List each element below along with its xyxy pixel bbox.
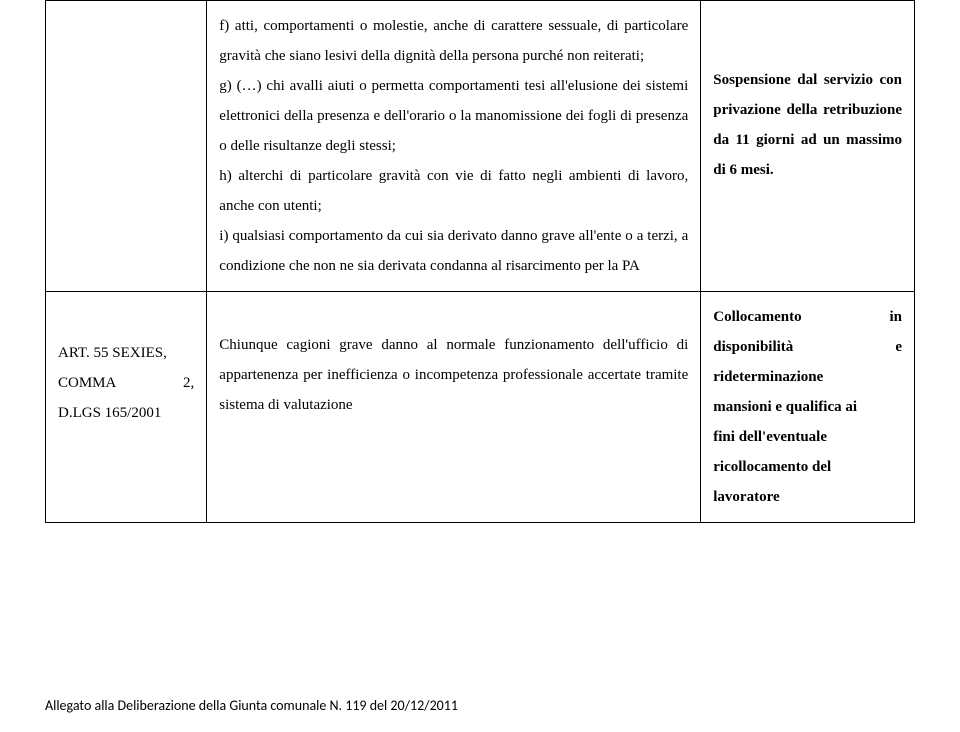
regulation-table: f) atti, comportamenti o molestie, anche… <box>45 0 915 523</box>
body-cell: f) atti, comportamenti o molestie, anche… <box>207 1 701 292</box>
ref-line: COMMA 2, <box>58 368 194 398</box>
sanction-cell: Sospensione dal servizio con privazione … <box>701 1 915 292</box>
page-footer: Allegato alla Deliberazione della Giunta… <box>45 697 458 714</box>
sanction-line: fini dell'eventuale <box>713 422 902 452</box>
sanction-line: disponibilità e <box>713 332 902 362</box>
ref-text: 2, <box>183 368 194 398</box>
sanction-word: in <box>889 302 902 332</box>
sanction-text: Sospensione dal servizio con privazione … <box>713 65 902 185</box>
ref-line: ART. 55 SEXIES, <box>58 338 194 368</box>
paragraph-f: f) atti, comportamenti o molestie, anche… <box>219 11 688 71</box>
sanction-line: lavoratore <box>713 482 902 512</box>
paragraph-g: g) (…) chi avalli aiuti o permetta compo… <box>219 71 688 161</box>
sanction-cell: Collocamento in disponibilità e rideterm… <box>701 292 915 523</box>
sanction-line: mansioni e qualifica ai <box>713 392 902 422</box>
sanction-word: e <box>895 332 902 362</box>
spacer <box>713 11 902 65</box>
reference-cell <box>46 1 207 292</box>
page-content: f) atti, comportamenti o molestie, anche… <box>0 0 960 523</box>
table-row: ART. 55 SEXIES, COMMA 2, D.LGS 165/2001 … <box>46 292 915 523</box>
spacer <box>58 302 194 338</box>
sanction-word: Collocamento <box>713 302 801 332</box>
ref-text: COMMA <box>58 368 116 398</box>
spacer <box>219 302 688 330</box>
paragraph-i: i) qualsiasi comportamento da cui sia de… <box>219 221 688 281</box>
body-cell: Chiunque cagioni grave danno al normale … <box>207 292 701 523</box>
paragraph-h: h) alterchi di particolare gravità con v… <box>219 161 688 221</box>
sanction-line: rideterminazione <box>713 362 902 392</box>
reference-cell: ART. 55 SEXIES, COMMA 2, D.LGS 165/2001 <box>46 292 207 523</box>
sanction-line: Collocamento in <box>713 302 902 332</box>
sanction-word: disponibilità <box>713 332 793 362</box>
body-text: Chiunque cagioni grave danno al normale … <box>219 330 688 420</box>
sanction-line: ricollocamento del <box>713 452 902 482</box>
ref-line: D.LGS 165/2001 <box>58 398 194 428</box>
table-row: f) atti, comportamenti o molestie, anche… <box>46 1 915 292</box>
